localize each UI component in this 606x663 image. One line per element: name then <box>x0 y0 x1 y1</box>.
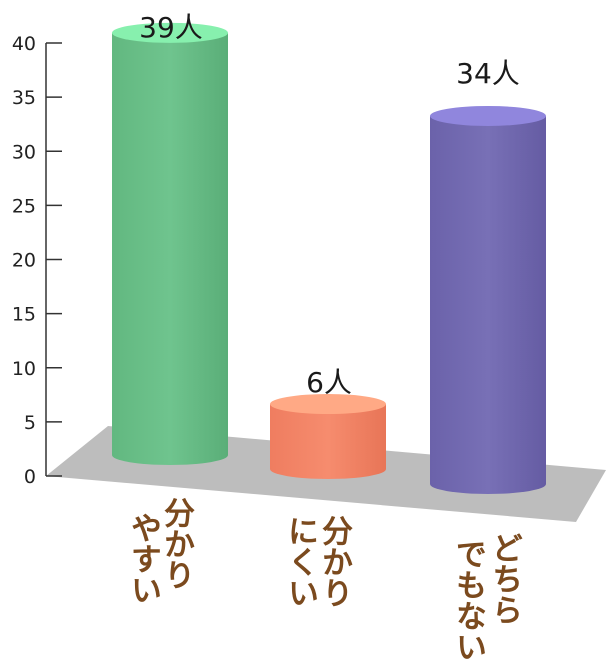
bar-0 <box>112 22 228 465</box>
bars-group <box>112 22 546 494</box>
category-label-1: 分かり にくい <box>282 515 353 608</box>
category-label-0-line-2: やすい <box>125 512 161 605</box>
y-tick-label-3: 15 <box>12 304 36 326</box>
data-label-1: 6人 <box>306 366 352 399</box>
y-tick-label-5: 25 <box>12 195 36 217</box>
category-label-2: どちら でもない <box>450 532 522 662</box>
y-tick-label-2: 10 <box>12 358 36 380</box>
y-tick-label-6: 30 <box>12 141 36 163</box>
y-axis-ticks: 0 5 10 15 20 25 30 35 40 <box>12 33 62 488</box>
y-tick-label-7: 35 <box>12 87 36 109</box>
category-label-0: 分かり やすい <box>125 497 195 605</box>
bar-top-2 <box>430 105 546 126</box>
bar-top-1 <box>270 394 386 415</box>
y-tick-label-1: 5 <box>24 412 36 434</box>
data-label-2: 34人 <box>456 57 520 90</box>
category-label-2-line-1: どちら <box>486 532 522 625</box>
y-tick-label-4: 20 <box>12 250 36 272</box>
bar-body-1 <box>270 404 386 479</box>
bar-1 <box>270 394 386 479</box>
bar-top-0 <box>112 22 228 43</box>
category-label-2-line-2: でもない <box>450 538 486 662</box>
y-tick-label-8: 40 <box>12 33 36 55</box>
bar-body-2 <box>430 115 546 494</box>
y-tick-label-0: 0 <box>24 466 36 488</box>
bar-2 <box>430 105 546 494</box>
category-label-0-line-1: 分かり <box>158 497 195 590</box>
data-label-0: 39人 <box>139 11 203 44</box>
category-label-1-line-1: 分かり <box>316 515 353 608</box>
category-label-1-line-2: にくい <box>282 515 318 608</box>
bar-body-0 <box>112 32 228 465</box>
